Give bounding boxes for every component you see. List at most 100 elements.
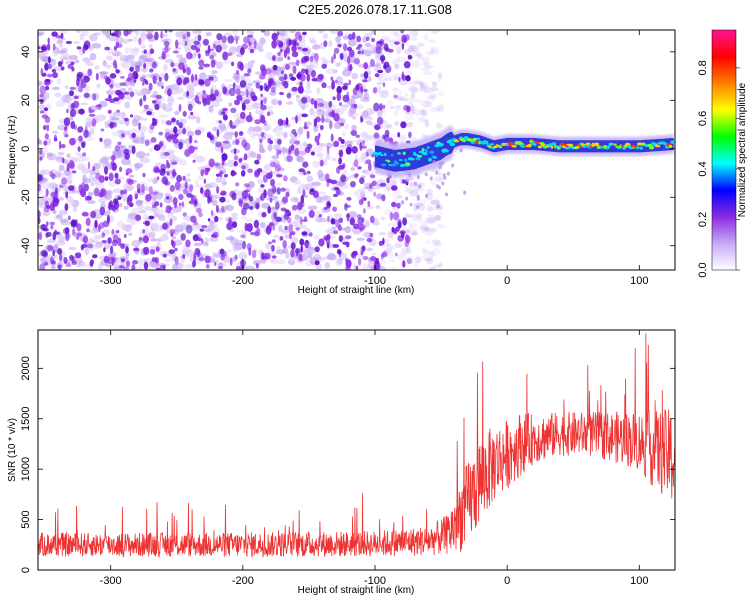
noise-speckle-light	[414, 79, 423, 85]
noise-speckle-light	[430, 180, 437, 186]
noise-speckle-light	[142, 213, 150, 220]
noise-speckle-light	[136, 92, 145, 96]
noise-speckle-light	[105, 263, 111, 268]
noise-speckle-light	[82, 57, 91, 63]
noise-speckle-light	[351, 72, 359, 80]
noise-speckle-dark	[272, 55, 276, 62]
noise-speckle-dark	[323, 206, 328, 210]
noise-speckle-light	[424, 90, 434, 94]
noise-speckle-light	[285, 101, 294, 105]
noise-speckle-dark	[283, 175, 288, 182]
noise-speckle-light	[328, 40, 333, 48]
noise-speckle-light	[387, 222, 396, 227]
noise-speckle-light	[75, 30, 81, 34]
noise-speckle-dark	[246, 243, 252, 251]
noise-speckle-dark	[117, 141, 122, 146]
signal-speckle	[668, 144, 673, 149]
noise-speckle-light	[319, 191, 326, 195]
noise-speckle-dark	[48, 63, 52, 70]
noise-speckle-light	[234, 76, 240, 83]
noise-speckle-dark	[219, 196, 226, 203]
noise-speckle-dark	[325, 237, 331, 245]
signal-speckle	[428, 157, 432, 162]
noise-speckle-light	[411, 60, 421, 68]
noise-speckle-dark	[383, 134, 390, 143]
noise-speckle-dark	[144, 220, 150, 227]
noise-speckle-light	[392, 190, 402, 198]
noise-speckle-dark	[356, 35, 362, 43]
noise-speckle-light	[176, 96, 185, 101]
noise-speckle-dark	[343, 43, 348, 52]
noise-speckle-light	[111, 117, 120, 121]
noise-speckle-dark	[131, 132, 136, 138]
noise-speckle-dark	[277, 138, 282, 145]
noise-speckle-dark	[143, 261, 149, 270]
noise-speckle-dark	[178, 193, 184, 200]
noise-speckle-dark	[193, 40, 200, 46]
noise-speckle-dark	[152, 61, 157, 65]
noise-speckle-light	[219, 126, 227, 132]
signal-scatter	[445, 192, 448, 197]
signal-speckle	[472, 137, 477, 142]
noise-speckle-dark	[221, 111, 226, 115]
noise-speckle-dark	[194, 95, 199, 104]
noise-speckle-light	[366, 247, 374, 252]
noise-speckle-dark	[275, 216, 282, 222]
noise-speckle-light	[66, 153, 71, 158]
noise-speckle-light	[404, 213, 410, 218]
noise-speckle-dark	[314, 246, 320, 253]
noise-speckle-light	[314, 145, 323, 153]
noise-speckle-light	[272, 30, 282, 33]
noise-speckle-light	[223, 132, 233, 141]
noise-speckle-light	[422, 88, 428, 93]
noise-speckle-light	[325, 153, 331, 161]
noise-speckle-dark	[306, 74, 311, 82]
noise-speckle-light	[247, 128, 252, 135]
noise-speckle-dark	[395, 252, 398, 257]
noise-speckle-dark	[121, 133, 126, 138]
noise-speckle-light	[102, 60, 107, 67]
noise-speckle-dark	[254, 159, 260, 165]
noise-speckle-light	[288, 30, 296, 33]
noise-speckle-dark	[290, 242, 296, 250]
noise-speckle-light	[265, 242, 272, 250]
noise-speckle-light	[409, 96, 416, 101]
noise-speckle-dark	[94, 187, 100, 197]
noise-speckle-light	[416, 213, 423, 221]
y-tick-label: 1000	[20, 457, 32, 481]
noise-speckle-dark	[402, 217, 407, 226]
noise-speckle-light	[123, 182, 131, 191]
noise-speckle-dark	[293, 140, 301, 145]
noise-speckle-dark	[290, 76, 297, 81]
noise-speckle-dark	[294, 147, 300, 157]
noise-speckle-dark	[245, 114, 253, 123]
noise-speckle-dark	[182, 68, 187, 73]
noise-speckle-dark	[272, 255, 277, 259]
noise-speckle-dark	[372, 87, 378, 94]
noise-speckle-dark	[39, 98, 45, 103]
noise-speckle-light	[148, 231, 156, 239]
noise-speckle-dark	[38, 210, 41, 219]
noise-speckle-dark	[78, 85, 83, 93]
signal-scatter	[429, 176, 433, 181]
noise-speckle-dark	[284, 225, 288, 231]
noise-speckle-dark	[46, 221, 49, 227]
noise-speckle-light	[430, 199, 440, 205]
noise-speckle-light	[366, 205, 374, 209]
noise-speckle-dark	[115, 30, 122, 38]
noise-speckle-dark	[380, 55, 386, 62]
noise-speckle-dark	[194, 129, 202, 136]
noise-speckle-light	[195, 155, 205, 162]
noise-speckle-light	[228, 102, 233, 107]
noise-speckle-dark	[104, 46, 111, 51]
noise-speckle-dark	[271, 239, 276, 244]
noise-speckle-light	[335, 62, 341, 67]
noise-speckle-light	[394, 33, 404, 40]
noise-speckle-light	[372, 221, 380, 226]
spectrogram-y-axis: -40 -20 0 20 40	[20, 46, 675, 254]
noise-speckle-dark	[57, 264, 62, 270]
noise-speckle-dark	[87, 68, 93, 77]
noise-speckle-light	[113, 266, 121, 270]
signal-speckle	[672, 141, 675, 144]
noise-speckle-light	[131, 240, 141, 247]
